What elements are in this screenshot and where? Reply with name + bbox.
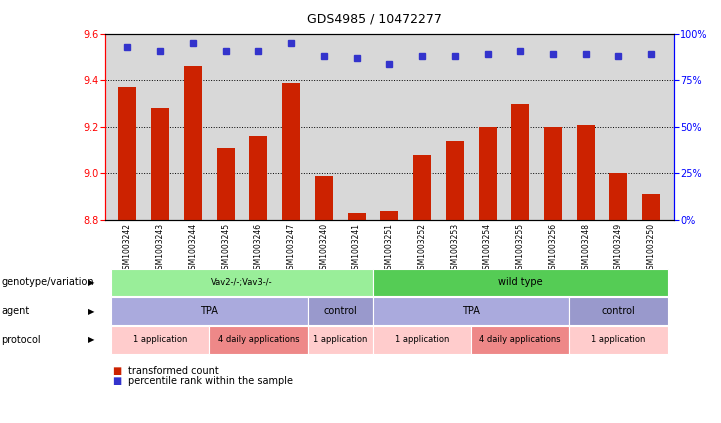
Bar (446, 141, 464, 220)
Text: 4 daily applications: 4 daily applications (218, 335, 299, 344)
Text: ■: ■ (112, 366, 121, 376)
Text: transformed count: transformed count (128, 366, 219, 376)
Bar (609, 173, 627, 220)
Text: genotype/variation: genotype/variation (1, 277, 94, 287)
Text: GDS4985 / 10472277: GDS4985 / 10472277 (307, 13, 443, 26)
Text: agent: agent (1, 306, 30, 316)
Text: ▶: ▶ (88, 278, 95, 287)
Text: 4 daily applications: 4 daily applications (479, 335, 561, 344)
Text: 1 application: 1 application (591, 335, 646, 344)
Text: Vav2-/-;Vav3-/-: Vav2-/-;Vav3-/- (211, 278, 273, 287)
Text: protocol: protocol (1, 335, 41, 345)
Bar (642, 194, 660, 220)
Bar (544, 127, 562, 220)
Text: percentile rank within the sample: percentile rank within the sample (128, 376, 293, 386)
Text: control: control (601, 306, 635, 316)
Bar (413, 155, 431, 220)
Text: 1 application: 1 application (395, 335, 449, 344)
Bar (381, 211, 398, 220)
Bar (151, 108, 169, 220)
Text: 1 application: 1 application (313, 335, 368, 344)
Bar (479, 127, 497, 220)
Bar (217, 148, 234, 220)
Bar (348, 213, 366, 220)
Text: control: control (323, 306, 357, 316)
Bar (511, 104, 529, 220)
Bar (577, 124, 595, 220)
Bar (184, 66, 202, 220)
Text: wild type: wild type (498, 277, 543, 287)
Text: TPA: TPA (200, 306, 218, 316)
Bar (315, 176, 333, 220)
Text: TPA: TPA (462, 306, 480, 316)
Bar (282, 82, 300, 220)
Text: 1 application: 1 application (133, 335, 187, 344)
Text: ■: ■ (112, 376, 121, 386)
Text: ▶: ▶ (88, 335, 95, 344)
Text: ▶: ▶ (88, 307, 95, 316)
Bar (249, 136, 267, 220)
Bar (118, 88, 136, 220)
